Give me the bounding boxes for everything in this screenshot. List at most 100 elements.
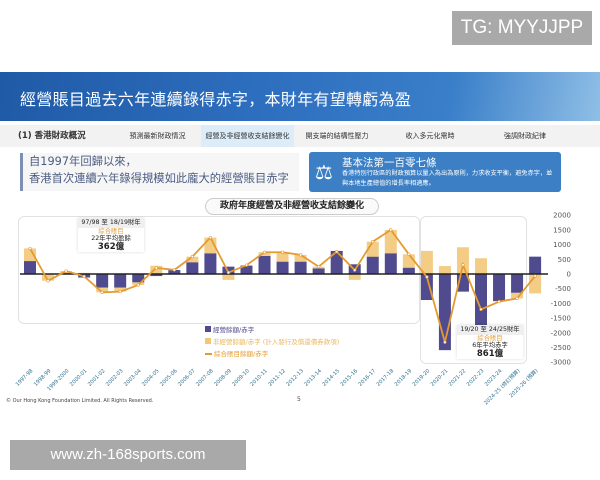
legend-label: 非經營餘額/赤字 (計入發行及償還債券款項) bbox=[213, 338, 340, 346]
x-tick-label: 2008-09 bbox=[213, 368, 233, 388]
y-tick-label: 0 bbox=[567, 271, 571, 279]
bar-operating bbox=[493, 274, 506, 302]
point-consolidated bbox=[64, 269, 68, 273]
point-consolidated bbox=[443, 340, 447, 344]
point-consolidated bbox=[100, 290, 104, 294]
bar-operating bbox=[384, 253, 397, 274]
bar-operating bbox=[258, 255, 271, 274]
bar-operating bbox=[222, 266, 235, 274]
x-tick-label: 2012-13 bbox=[285, 368, 305, 388]
point-consolidated bbox=[335, 250, 339, 254]
y-tick-label: -1000 bbox=[551, 300, 571, 308]
watermark-bottom: www.zh-168sports.com bbox=[10, 440, 246, 470]
x-tick-label: 2020-21 bbox=[430, 368, 450, 388]
bar-operating bbox=[511, 274, 524, 293]
point-consolidated bbox=[497, 300, 501, 304]
x-tick-label: 2014-15 bbox=[322, 368, 342, 388]
point-consolidated bbox=[154, 266, 158, 270]
point-consolidated bbox=[46, 279, 50, 283]
bar-non-operating bbox=[24, 248, 36, 262]
bar-operating bbox=[186, 262, 199, 274]
point-consolidated bbox=[461, 263, 465, 267]
legend-non-operating: 非經營餘額/赤字 (計入發行及償還債券款項) bbox=[205, 338, 339, 346]
annotation-account: 綜合賬目 bbox=[98, 228, 124, 235]
annotation-surplus: 97/98 至 18/19財年 綜合賬目 22年平均盈餘 362億 bbox=[78, 218, 144, 252]
bar-non-operating bbox=[96, 287, 109, 293]
tab-revenue[interactable]: 收入多元化需時 bbox=[405, 132, 455, 140]
annotation-value: 362億 bbox=[97, 242, 125, 252]
y-tick-label: -2000 bbox=[551, 329, 571, 337]
legend-swatch bbox=[205, 338, 211, 344]
x-tick-label: 2000-01 bbox=[69, 368, 89, 388]
x-tick-label: 2001-02 bbox=[87, 368, 107, 388]
x-tick-label: 2015-16 bbox=[340, 368, 360, 388]
bar-operating bbox=[204, 253, 217, 274]
tab-expenditure[interactable]: 開支端的結構性壓力 bbox=[305, 132, 369, 140]
bar-operating bbox=[312, 268, 325, 274]
bar-non-operating bbox=[511, 292, 524, 299]
section-nav bbox=[0, 125, 600, 147]
x-tick-label: 2017-18 bbox=[376, 368, 396, 388]
x-tick-label: 2003-04 bbox=[123, 368, 143, 388]
bar-non-operating bbox=[276, 252, 289, 262]
point-consolidated bbox=[299, 253, 303, 257]
annotation-label: 22年平均盈餘 bbox=[91, 235, 131, 242]
tab-discipline[interactable]: 強調財政紀律 bbox=[504, 132, 546, 140]
x-tick-label: 2006-07 bbox=[177, 368, 197, 388]
annotation-deficit: 19/20 至 24/25財年 綜合賬目 6年平均赤字 861億 bbox=[457, 325, 523, 359]
point-consolidated bbox=[425, 275, 429, 279]
annotation-account: 綜合賬目 bbox=[477, 335, 503, 342]
bar-non-operating bbox=[384, 229, 397, 254]
x-tick-label: 2018-19 bbox=[394, 368, 414, 388]
bar-non-operating bbox=[294, 254, 307, 262]
annotation-label: 6年平均赤字 bbox=[472, 342, 508, 349]
bar-operating bbox=[294, 261, 307, 274]
bar-non-operating bbox=[42, 274, 55, 281]
x-tick-label: 2011-12 bbox=[267, 368, 287, 388]
bar-operating bbox=[114, 274, 127, 288]
key-message-line2: 香港首次連續六年錄得規模如此龐大的經營賬目赤字 bbox=[29, 172, 289, 185]
y-tick-label: -500 bbox=[555, 285, 571, 293]
point-consolidated bbox=[136, 283, 140, 287]
bar-non-operating bbox=[186, 256, 199, 263]
legend-operating: 經營餘額/赤字 bbox=[205, 326, 254, 334]
bar-non-operating bbox=[258, 252, 271, 256]
legend-label: 綜合賬目餘額/赤字 bbox=[214, 350, 269, 358]
slide-title: 經營賬目過去六年連續錄得赤字，本財年有望轉虧為盈 bbox=[20, 90, 412, 109]
title-banner bbox=[0, 72, 600, 121]
x-tick-label: 2004-05 bbox=[141, 368, 161, 388]
bar-operating bbox=[529, 256, 542, 274]
basic-law-text: 香港特別行政區的財政預算以量入為出為原則，力求收支平衡，避免赤字，並與本地生產總… bbox=[342, 170, 553, 187]
point-consolidated bbox=[515, 296, 519, 301]
point-consolidated bbox=[172, 268, 176, 272]
bar-non-operating bbox=[475, 258, 487, 274]
x-tick-label: 2002-03 bbox=[105, 368, 125, 388]
scales-icon: ⚖ bbox=[315, 160, 333, 184]
x-tick-label: 2010-11 bbox=[249, 368, 269, 388]
point-consolidated bbox=[371, 240, 375, 244]
point-consolidated bbox=[407, 252, 411, 256]
point-consolidated bbox=[82, 274, 86, 278]
x-tick-label: 2021-22 bbox=[448, 368, 468, 388]
bar-operating bbox=[402, 267, 415, 274]
watermark-top: TG: MYYJJPP bbox=[452, 11, 592, 45]
bar-operating bbox=[168, 270, 181, 274]
annotation-period: 19/20 至 24/25財年 bbox=[457, 325, 523, 335]
point-consolidated bbox=[479, 307, 483, 312]
bar-operating bbox=[276, 261, 289, 274]
tab-operating-balance[interactable]: 經營及非經營收支結餘變化 bbox=[201, 125, 294, 147]
point-consolidated bbox=[118, 290, 122, 294]
y-tick-label: 1000 bbox=[553, 241, 571, 249]
point-consolidated bbox=[317, 265, 321, 269]
point-consolidated bbox=[262, 250, 267, 254]
y-tick-label: -3000 bbox=[551, 359, 571, 367]
legend-swatch bbox=[205, 326, 211, 332]
y-tick-label: 500 bbox=[558, 256, 571, 264]
tab-forecast[interactable]: 預測最新財政情況 bbox=[129, 132, 186, 140]
bar-non-operating bbox=[114, 287, 127, 292]
x-tick-label: 2009-10 bbox=[231, 368, 251, 388]
point-consolidated bbox=[28, 246, 32, 251]
x-tick-label: 2019-20 bbox=[412, 368, 432, 388]
y-tick-label: 1500 bbox=[553, 226, 571, 234]
